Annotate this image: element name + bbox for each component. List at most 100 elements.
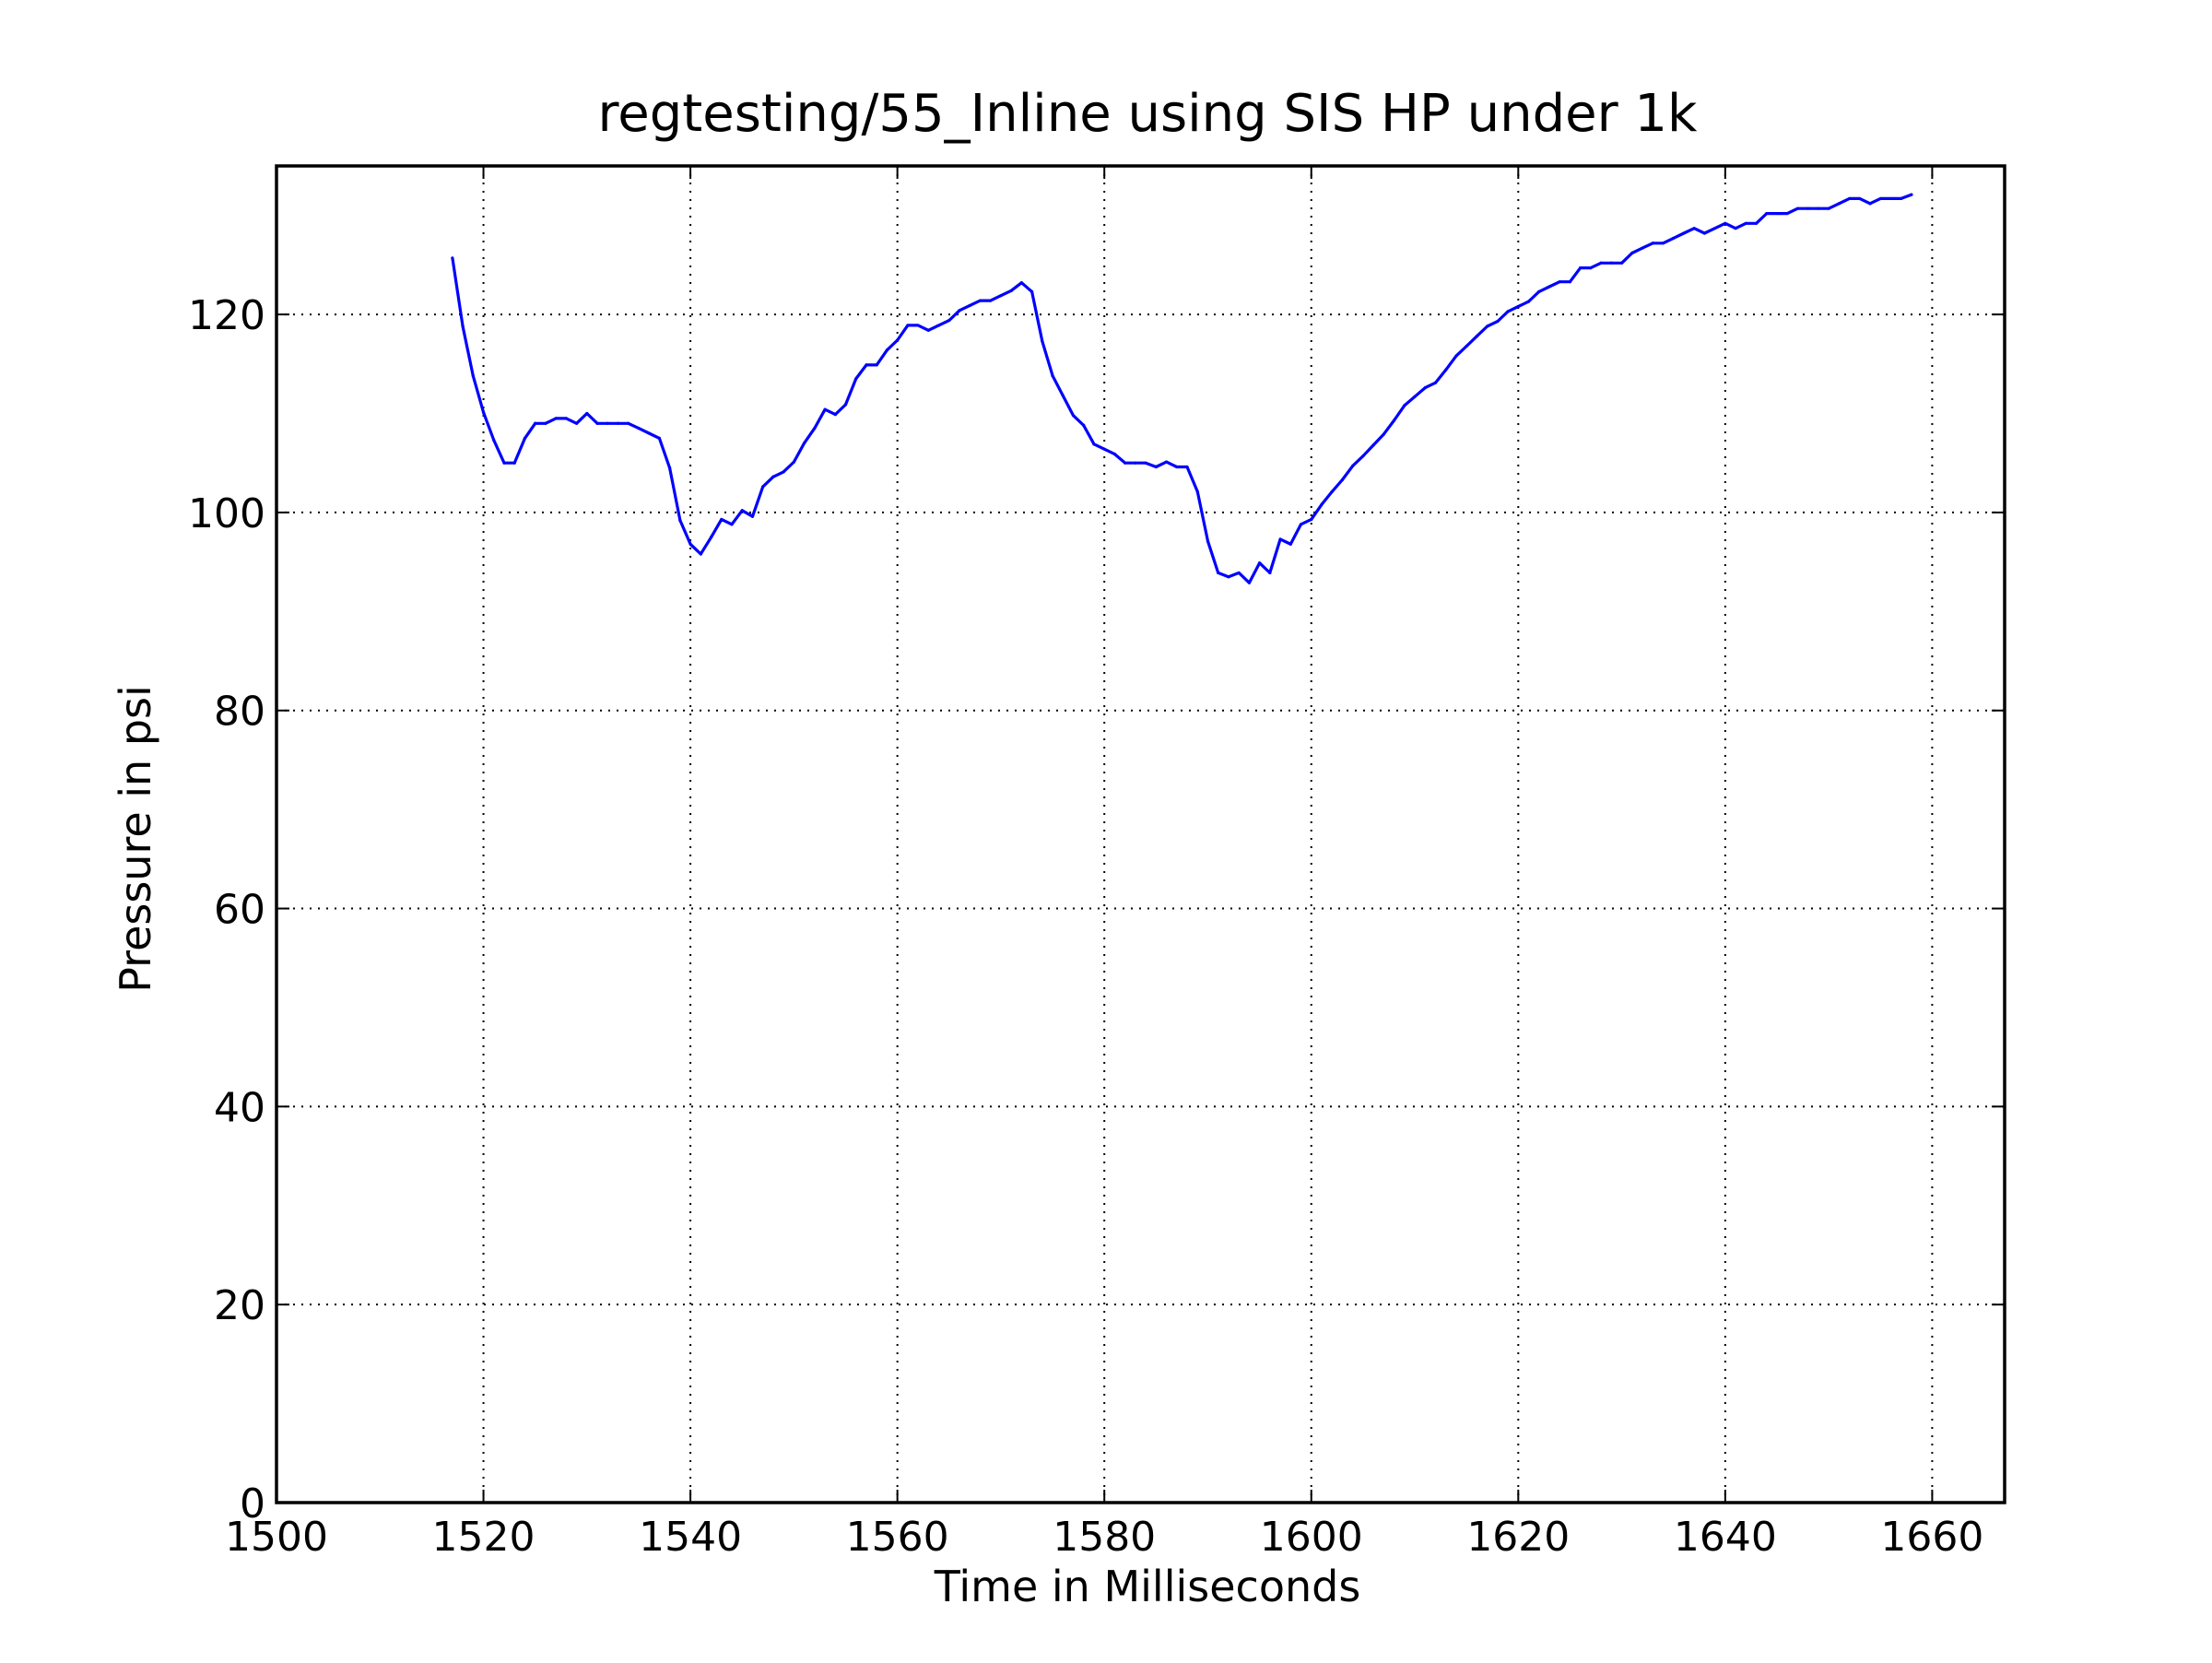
data-point [544, 421, 547, 425]
data-point [761, 485, 765, 489]
data-point [792, 460, 795, 464]
y-axis-label: Pressure in psi [111, 685, 160, 993]
chart-title: regtesting/55_Inline using SIS HP under … [598, 84, 1699, 144]
data-point [1351, 464, 1355, 468]
data-point [1278, 537, 1282, 541]
data-point [1268, 571, 1272, 575]
data-point [1175, 465, 1179, 469]
data-point [1702, 231, 1707, 235]
data-point [1837, 202, 1841, 206]
data-point [1537, 289, 1541, 294]
y-tick-label: 100 [188, 490, 265, 537]
data-point [936, 324, 941, 327]
y-tick-label: 20 [214, 1282, 265, 1329]
data-point [481, 410, 486, 415]
data-point [647, 431, 651, 435]
series-line [451, 193, 1912, 584]
x-tick-label: 1560 [846, 1514, 949, 1561]
x-tick-label: 1540 [639, 1514, 742, 1561]
data-point [1609, 261, 1613, 265]
x-tick-label: 1600 [1260, 1514, 1363, 1561]
data-point [471, 374, 475, 378]
data-point [1496, 320, 1500, 324]
data-point [1092, 442, 1096, 446]
data-point [896, 338, 900, 342]
data-point [564, 417, 568, 420]
data-point [740, 509, 744, 513]
data-point [1288, 542, 1292, 546]
data-point [512, 461, 516, 465]
data-point [1888, 196, 1893, 201]
data-point [1847, 196, 1852, 201]
data-point [1516, 304, 1520, 309]
data-point [657, 436, 662, 440]
data-point [865, 363, 868, 367]
plot-area-frame [275, 164, 2006, 1504]
data-point [1371, 443, 1375, 447]
data-point [1019, 281, 1023, 285]
data-point [1413, 395, 1417, 398]
data-point [1744, 221, 1747, 225]
data-point [1868, 202, 1872, 206]
data-point [1475, 335, 1478, 338]
data-point [678, 518, 682, 523]
data-point [574, 421, 579, 425]
data-point [989, 299, 993, 302]
data-point [854, 377, 858, 381]
data-point [1102, 447, 1106, 451]
data-point [502, 461, 506, 465]
data-point [1061, 394, 1065, 397]
x-axis-label: Time in Milliseconds [934, 1562, 1361, 1611]
data-point [1713, 227, 1717, 230]
data-point [875, 363, 878, 367]
data-point [1785, 211, 1789, 216]
data-point [637, 427, 641, 430]
data-point [771, 475, 775, 478]
data-point [1579, 266, 1583, 270]
y-tick-label: 80 [214, 689, 265, 736]
data-point [958, 309, 961, 313]
data-point [916, 324, 920, 327]
data-point [1486, 324, 1489, 328]
data-point [1672, 236, 1676, 241]
data-point [1651, 242, 1654, 245]
data-point [833, 412, 837, 417]
x-tick-label: 1660 [1880, 1514, 1983, 1561]
data-point [1403, 404, 1406, 407]
data-point [1630, 251, 1634, 255]
data-point [1526, 300, 1531, 303]
data-point [1754, 221, 1759, 225]
data-point [1310, 517, 1313, 522]
x-tick-label: 1620 [1466, 1514, 1570, 1561]
data-point [534, 421, 537, 425]
data-point [616, 421, 620, 425]
data-point [926, 328, 930, 332]
data-point [1423, 385, 1427, 390]
data-point [1041, 339, 1044, 343]
data-point [1195, 489, 1199, 493]
axis-ticks: 1500 1520 1540 1560 1580 1600 1620 1640 1660 0 20 4… [188, 166, 2005, 1561]
data-point [1382, 432, 1385, 436]
y-tick-label: 0 [240, 1480, 265, 1527]
data-point [1568, 280, 1572, 284]
data-point [1827, 206, 1830, 210]
series-layer [451, 193, 1913, 584]
data-point [606, 421, 609, 425]
data-point [978, 299, 982, 302]
data-point [1878, 196, 1882, 201]
data-point [1692, 227, 1696, 230]
data-point [1506, 310, 1510, 313]
data-point [1734, 227, 1737, 230]
y-tick-label: 40 [214, 1084, 265, 1131]
data-point [1641, 246, 1644, 250]
data-point [1051, 374, 1054, 378]
data-point [1330, 489, 1334, 493]
data-point [1258, 561, 1262, 565]
data-point [699, 552, 702, 556]
data-point [1900, 196, 1903, 201]
data-point [1320, 502, 1324, 506]
data-point [1910, 193, 1913, 196]
data-point [1247, 581, 1251, 584]
data-point [585, 411, 589, 416]
